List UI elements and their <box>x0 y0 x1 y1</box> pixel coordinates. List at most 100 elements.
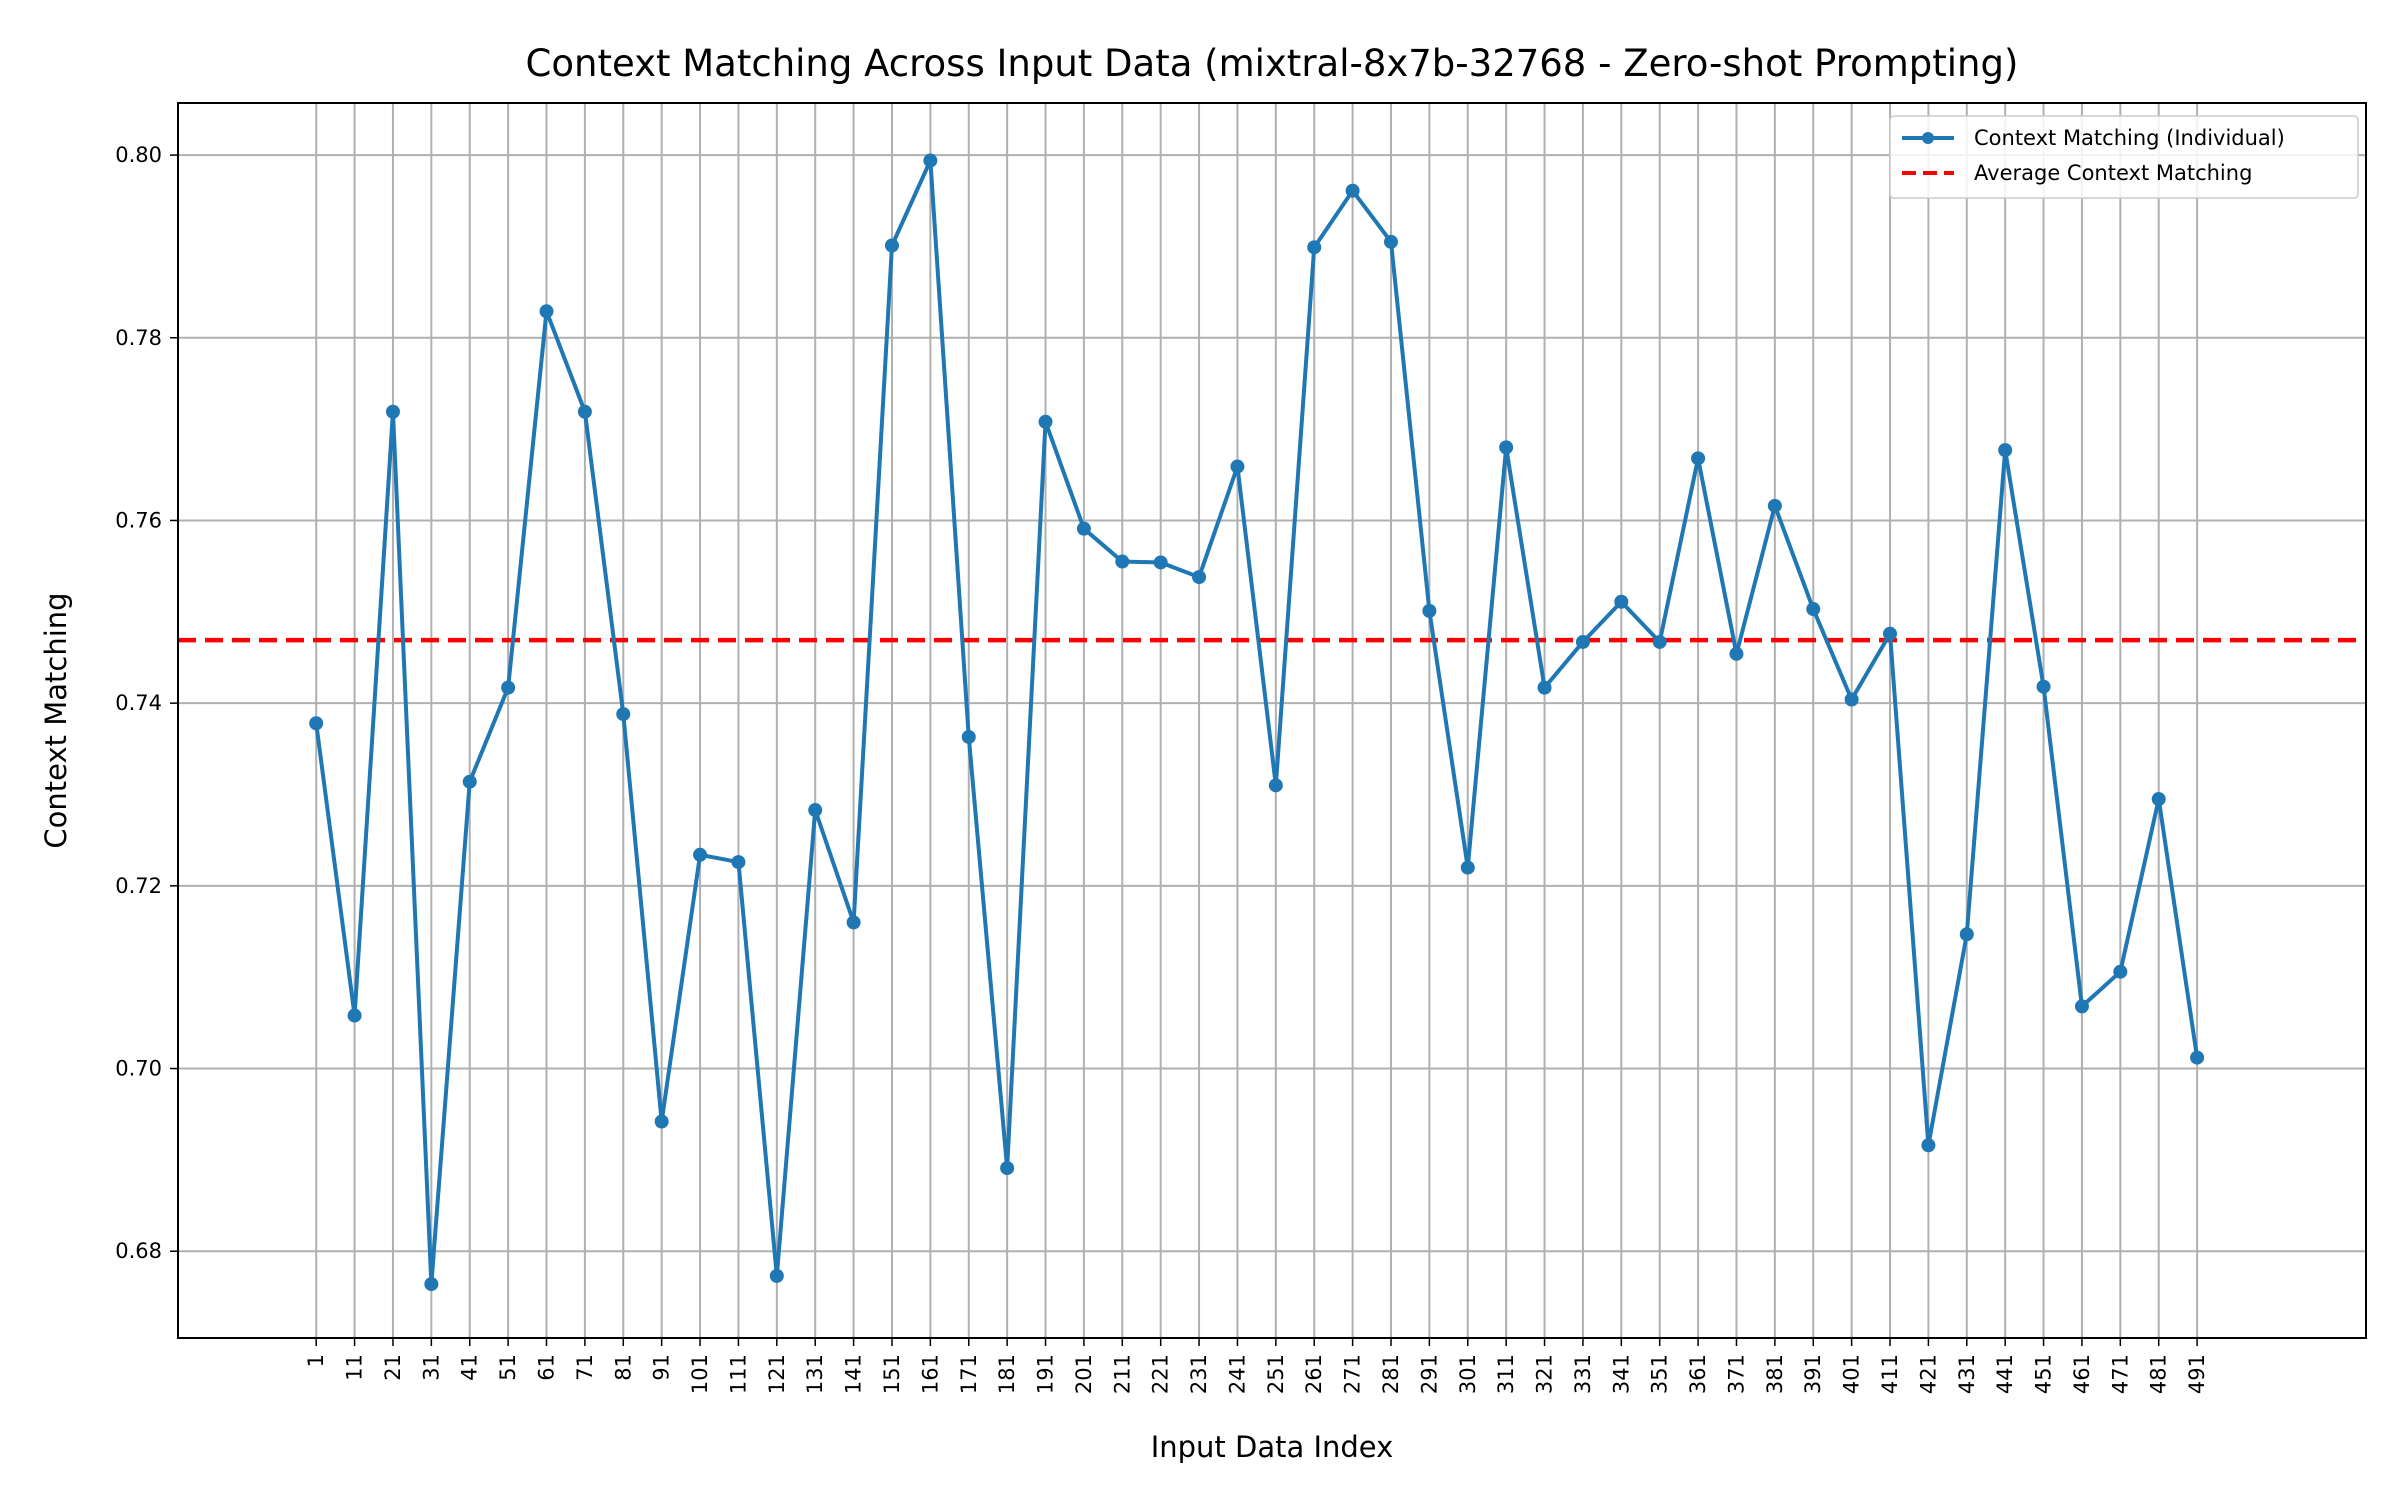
x-tick-label: 171 <box>957 1354 981 1394</box>
x-tick-label: 61 <box>535 1354 559 1381</box>
x-tick-label: 301 <box>1456 1354 1480 1394</box>
x-tick-label: 251 <box>1264 1354 1288 1394</box>
data-point <box>961 729 976 744</box>
data-point <box>2074 999 2089 1014</box>
x-tick-label: 401 <box>1840 1354 1864 1394</box>
x-tick-label: 131 <box>803 1354 827 1394</box>
data-point <box>2113 964 2128 979</box>
data-point <box>1038 414 1053 429</box>
x-tick-label: 311 <box>1494 1354 1518 1394</box>
data-point <box>539 304 554 319</box>
x-tick-label: 361 <box>1686 1354 1710 1394</box>
data-point <box>2151 792 2166 807</box>
data-point <box>1383 234 1398 249</box>
data-point <box>1652 634 1667 649</box>
y-ticks: 0.68 0.70 0.72 0.74 0.76 0.78 0.80 <box>115 143 178 1263</box>
data-point <box>309 716 324 731</box>
data-point <box>347 1008 362 1023</box>
x-tick-label: 471 <box>2108 1354 2132 1394</box>
x-tick-label: 141 <box>842 1354 866 1394</box>
data-point <box>1537 680 1552 695</box>
data-point <box>731 855 746 870</box>
data-point <box>1691 451 1706 466</box>
chart-title: Context Matching Across Input Data (mixt… <box>526 42 2019 85</box>
x-tick-label: 71 <box>573 1354 597 1381</box>
data-point <box>1614 594 1629 609</box>
legend-label-average: Average Context Matching <box>1974 161 2252 185</box>
y-axis-label: Context Matching <box>39 592 73 848</box>
data-point <box>1767 498 1782 513</box>
x-tick-label: 41 <box>458 1354 482 1381</box>
data-point <box>1499 440 1514 455</box>
x-tick-label: 351 <box>1648 1354 1672 1394</box>
x-tick-label: 381 <box>1763 1354 1787 1394</box>
x-tick-label: 121 <box>765 1354 789 1394</box>
y-tick-label: 0.68 <box>115 1239 162 1263</box>
data-point <box>693 847 708 862</box>
data-point <box>385 404 400 419</box>
data-point <box>1729 646 1744 661</box>
data-point <box>769 1268 784 1283</box>
x-tick-label: 1 <box>304 1354 328 1367</box>
data-point <box>1921 1138 1936 1153</box>
data-point <box>1883 626 1898 641</box>
x-tick-label: 11 <box>343 1354 367 1381</box>
x-tick-label: 291 <box>1417 1354 1441 1394</box>
x-tick-label: 281 <box>1379 1354 1403 1394</box>
y-tick-label: 0.80 <box>115 143 162 167</box>
x-tick-label: 101 <box>688 1354 712 1394</box>
y-tick-label: 0.78 <box>115 326 162 350</box>
y-tick-label: 0.70 <box>115 1057 162 1081</box>
x-tick-label: 81 <box>611 1354 635 1381</box>
data-point <box>2190 1050 2205 1065</box>
data-point <box>846 915 861 930</box>
legend: Context Matching (Individual) Average Co… <box>1889 115 2359 199</box>
x-tick-label: 221 <box>1149 1354 1173 1394</box>
series-line <box>314 158 2200 1287</box>
data-point <box>1345 183 1360 198</box>
data-point <box>1460 860 1475 875</box>
x-tick-label: 411 <box>1878 1354 1902 1394</box>
x-tick-label: 431 <box>1955 1354 1979 1394</box>
x-tick-label: 421 <box>1916 1354 1940 1394</box>
x-tick-label: 51 <box>496 1354 520 1381</box>
x-tick-label: 371 <box>1724 1354 1748 1394</box>
y-tick-label: 0.76 <box>115 508 162 532</box>
data-point <box>501 680 516 695</box>
data-point <box>654 1114 669 1129</box>
x-tick-label: 231 <box>1187 1354 1211 1394</box>
x-tick-label: 441 <box>1993 1354 2017 1394</box>
x-tick-label: 491 <box>2185 1354 2209 1394</box>
data-point <box>1998 443 2013 458</box>
data-point <box>1000 1161 1015 1176</box>
data-point <box>577 404 592 419</box>
data-point <box>1192 570 1207 585</box>
legend-label-individual: Context Matching (Individual) <box>1974 126 2285 150</box>
x-tick-label: 91 <box>650 1354 674 1381</box>
plot-frame <box>177 102 2367 1339</box>
x-tick-label: 451 <box>2032 1354 2056 1394</box>
x-tick-label: 211 <box>1110 1354 1134 1394</box>
x-tick-label: 181 <box>995 1354 1019 1394</box>
x-tick-label: 321 <box>1533 1354 1557 1394</box>
data-point <box>923 153 938 168</box>
data-point <box>808 803 823 818</box>
x-tick-label: 481 <box>2147 1354 2171 1394</box>
x-tick-label: 391 <box>1801 1354 1825 1394</box>
x-tick-label: 21 <box>381 1354 405 1381</box>
y-tick-label: 0.72 <box>115 874 162 898</box>
data-point <box>1115 554 1130 569</box>
x-tick-label: 461 <box>2070 1354 2094 1394</box>
data-point <box>1153 555 1168 570</box>
data-point <box>1575 634 1590 649</box>
x-tick-label: 161 <box>918 1354 942 1394</box>
data-point <box>1230 459 1245 474</box>
legend-box <box>1889 115 2359 199</box>
data-point <box>1806 602 1821 617</box>
x-tick-label: 151 <box>880 1354 904 1394</box>
x-tick-label: 331 <box>1571 1354 1595 1394</box>
data-point <box>616 707 631 722</box>
data-point <box>2036 679 2051 694</box>
data-point <box>1422 603 1437 618</box>
